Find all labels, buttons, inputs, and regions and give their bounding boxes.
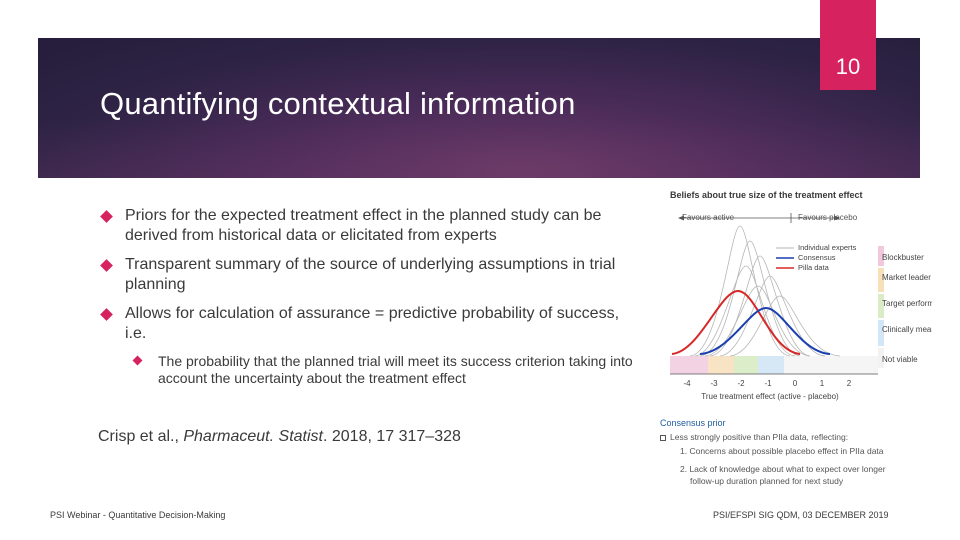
bullet-text: Transparent summary of the source of und… [125, 256, 616, 293]
band-not-viable [878, 348, 884, 368]
axis-band-blockbuster [670, 356, 708, 374]
pilla-data-curve [671, 289, 801, 355]
favours-arrow-right-icon [834, 215, 840, 221]
checkbox-bullet-icon [660, 434, 666, 441]
bullet-text: Priors for the expected treatment effect… [125, 207, 602, 244]
category-market-leader: Market leader [882, 273, 931, 282]
beliefs-figure: Favours active Favours placebo Blockbust… [660, 186, 932, 491]
favours-active-label: Favours active [682, 213, 735, 222]
x-tick: -1 [764, 379, 772, 388]
caption-text: Less strongly positive than PIIa data, r… [670, 432, 849, 442]
sub-bullet-text: The probability that the planned trial w… [158, 353, 633, 386]
diamond-bullet-icon [100, 259, 113, 272]
band-market-leader [878, 268, 884, 292]
favours-placebo-label: Favours placebo [798, 213, 858, 222]
legend-individual-experts: Individual experts [798, 243, 857, 252]
expert-curve [704, 285, 811, 357]
bullet-item: Transparent summary of the source of und… [100, 255, 640, 295]
x-axis-label: True treatment effect (active - placebo) [701, 392, 839, 401]
page-number: 10 [835, 54, 861, 79]
axis-band-meaningful [758, 356, 784, 374]
diamond-bullet-icon [100, 308, 113, 321]
bullet-list: Priors for the expected treatment effect… [100, 206, 640, 387]
bullet-item: Priors for the expected treatment effect… [100, 206, 640, 246]
citation-journal: Pharmaceut. Statist [183, 428, 323, 445]
x-tick: 2 [847, 379, 852, 388]
expert-curve [729, 295, 841, 357]
axis-band-target [734, 356, 758, 374]
bullet-item: Allows for calculation of assurance = pr… [100, 304, 640, 344]
bullet-text: Allows for calculation of assurance = pr… [125, 305, 620, 342]
x-tick: -3 [710, 379, 718, 388]
category-blockbuster: Blockbuster [882, 253, 924, 262]
citation-authors: Crisp et al., [98, 428, 184, 445]
caption-line: follow-up duration planned for next stud… [690, 476, 844, 486]
x-tick: -4 [683, 379, 691, 388]
legend-consensus: Consensus [798, 253, 836, 262]
caption-line: 1. Concerns about possible placebo effec… [680, 446, 884, 456]
diamond-bullet-icon [100, 210, 113, 223]
title-band [38, 38, 920, 178]
axis-band-market-leader [708, 356, 734, 374]
diamond-bullet-icon [132, 355, 143, 366]
expert-curve [719, 275, 826, 357]
band-blockbuster [878, 246, 884, 266]
x-tick: 0 [793, 379, 798, 388]
page-number-box: 10 [820, 0, 876, 90]
category-clinically-meaningful: Clinically meaningful [882, 325, 932, 334]
band-target-performance [878, 294, 884, 318]
legend-pilla-data: Pilla data [798, 263, 830, 272]
figure-title: Beliefs about true size of the treatment… [670, 190, 863, 200]
sub-bullet-item: The probability that the planned trial w… [132, 353, 640, 387]
citation: Crisp et al., Pharmaceut. Statist. 2018,… [98, 428, 461, 446]
citation-details: . 2018, 17 317–328 [322, 428, 461, 445]
x-tick: 1 [820, 379, 825, 388]
category-target-performance: Target performance [882, 299, 932, 308]
slide-title: Quantifying contextual information [100, 86, 576, 121]
category-not-viable: Not viable [882, 355, 918, 364]
favours-arrow-left-icon [678, 215, 684, 221]
caption-title: Consensus prior [660, 418, 726, 428]
axis-band-not-viable [784, 356, 878, 374]
footer-right: PSI/EFSPI SIG QDM, 03 DECEMBER 2019 [713, 510, 889, 520]
expert-curve [709, 255, 811, 357]
caption-line: 2. Lack of knowledge about what to expec… [680, 464, 886, 474]
expert-curve [699, 240, 801, 357]
x-tick: -2 [737, 379, 745, 388]
consensus-curve [699, 306, 831, 355]
band-clinically-meaningful [878, 320, 884, 346]
beliefs-figure-graphic: Favours active Favours placebo Blockbust… [670, 213, 932, 401]
footer-left: PSI Webinar - Quantitative Decision-Maki… [50, 510, 226, 520]
caption-line: Less strongly positive than PIIa data, r… [660, 432, 848, 443]
